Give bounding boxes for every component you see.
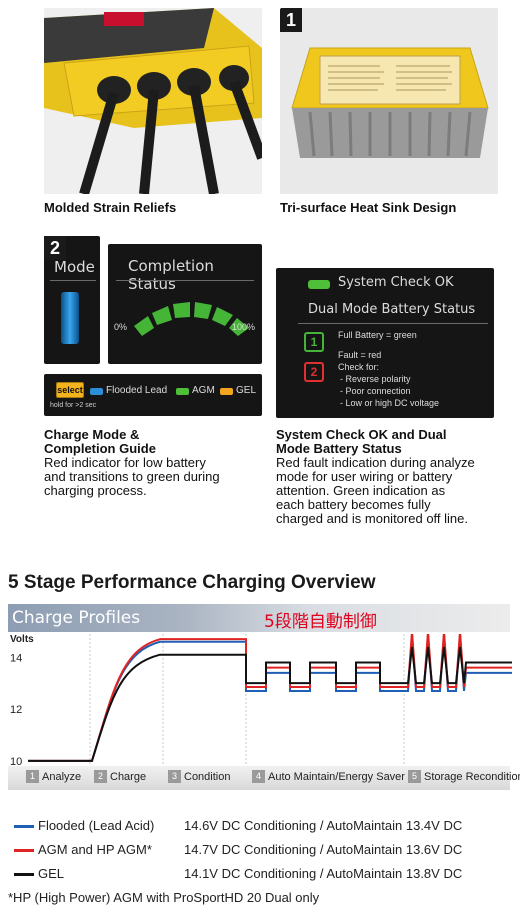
agm-swatch-icon: [176, 388, 189, 395]
charge-mode-title: Charge Mode & Completion Guide: [44, 428, 156, 456]
heat-sink-photo: 1: [280, 8, 498, 194]
flooded-legend-label: Flooded Lead: [106, 385, 168, 396]
stage-label: Condition: [184, 771, 231, 783]
legend-name: Flooded (Lead Acid): [38, 818, 155, 833]
charge-profiles-title: Charge Profiles: [12, 608, 141, 628]
hold-label: hold for >2 sec: [50, 402, 97, 409]
completion-title: Completion Status: [128, 257, 214, 293]
stage-number: 2: [94, 770, 107, 783]
gel-swatch-icon: [220, 388, 233, 395]
dual-mode-title: Dual Mode Battery Status: [308, 302, 476, 317]
feature-badge-1: 1: [280, 8, 302, 32]
system-check-desc-body: Red fault indication during analyze mode…: [276, 456, 475, 526]
mode-title: Mode: [54, 258, 95, 276]
stage-number: 1: [26, 770, 39, 783]
y-tick-label: 12: [10, 704, 22, 716]
legend-name: AGM and HP AGM*: [38, 842, 152, 857]
system-check-body-line: Red fault indication during analyze: [276, 455, 475, 470]
charge-profile-chart: 14 12 10: [10, 634, 512, 766]
stage-auto-maintain: 4 Auto Maintain/Energy Saver: [252, 770, 418, 783]
legend-flooded: Flooded (Lead Acid): [14, 818, 154, 836]
stage-label: Storage Recondition: [424, 771, 520, 783]
stage-bar: 1 Analyze 2 Charge 3 Condition 4 Auto Mainta…: [8, 766, 520, 790]
flooded-swatch-icon: [90, 388, 103, 395]
charge-mode-body-line: and transitions to green during: [44, 469, 220, 484]
completion-high-label: 100%: [232, 322, 256, 332]
charge-profiles-header: Charge Profiles 5段階自動制御: [8, 604, 510, 632]
charge-mode-body: Red indicator for low battery and transi…: [44, 456, 220, 498]
completion-arc-icon: [134, 302, 249, 336]
feature-badge-2: 2: [44, 236, 66, 260]
status-panel: System Check OK Dual Mode Battery Status…: [276, 268, 494, 418]
legend-agm: AGM and HP AGM*: [14, 842, 152, 860]
heat-sink-caption: Tri-surface Heat Sink Design: [280, 200, 457, 215]
check-item: - Low or high DC voltage: [340, 398, 440, 408]
check-item: - Poor connection: [340, 386, 411, 396]
select-button[interactable]: select: [56, 382, 84, 398]
stage-number: 5: [408, 770, 421, 783]
charger-cables-illustration: [44, 8, 262, 194]
mode-panel: 2 Mode: [44, 236, 100, 364]
charge-mode-title-line: Charge Mode &: [44, 427, 140, 442]
legend-spec-gel: 14.1V DC Conditioning / AutoMaintain 13.…: [184, 866, 463, 881]
system-check-body-line: each battery becomes fully: [276, 497, 431, 512]
stage-label: Auto Maintain/Energy Saver: [268, 771, 405, 783]
strain-reliefs-photo: [44, 8, 262, 194]
mode-indicator-light: [61, 292, 79, 344]
legend-spec-flooded: 14.6V DC Conditioning / AutoMaintain 13.…: [184, 818, 463, 833]
charge-mode-body-line: charging process.: [44, 483, 147, 498]
strain-reliefs-caption: Molded Strain Reliefs: [44, 200, 177, 215]
system-check-body-line: mode for user wiring or battery: [276, 469, 453, 484]
battery-type-legend: select hold for >2 sec Flooded Lead AGM …: [44, 374, 262, 416]
footnote: *HP (High Power) AGM with ProSportHD 20 …: [8, 890, 320, 905]
completion-low-label: 0%: [114, 322, 128, 332]
system-check-title-line: Mode Battery Status: [276, 441, 402, 456]
check-item: - Reverse polarity: [340, 374, 411, 384]
legend-spec-agm: 14.7V DC Conditioning / AutoMaintain 13.…: [184, 842, 463, 857]
stage-condition: 3 Condition: [168, 770, 230, 783]
system-check-desc-title: System Check OK and Dual Mode Battery St…: [276, 428, 447, 456]
check-for-label: Check for:: [338, 362, 380, 372]
legend-swatch-icon: [14, 873, 34, 877]
stage-number: 3: [168, 770, 181, 783]
completion-panel: Completion Status 0% 100%: [108, 244, 262, 364]
y-axis-label: Volts: [10, 634, 34, 645]
legend-name: GEL: [38, 866, 65, 881]
completion-divider: [116, 280, 254, 281]
stage-label: Analyze: [42, 771, 82, 783]
system-check-body-line: attention. Green indication as: [276, 483, 446, 498]
y-ticks: 14 12 10: [10, 652, 22, 766]
system-check-light-icon: [308, 280, 330, 289]
series-line-gel: [28, 646, 512, 762]
y-tick-label: 10: [10, 756, 22, 766]
stage-storage-recondition: 5 Storage Recondition: [408, 770, 520, 783]
system-check-title-line: System Check OK and Dual: [276, 427, 447, 442]
series-lines: [28, 634, 512, 762]
charge-mode-title-line: Completion Guide: [44, 441, 156, 456]
stage-charge: 2 Charge: [94, 770, 146, 783]
series-line-agm: [28, 634, 512, 762]
stage-label: Charge: [110, 771, 147, 783]
y-tick-label: 14: [10, 652, 22, 664]
legend-swatch-icon: [14, 849, 34, 853]
legend-gel: GEL: [14, 866, 64, 884]
charge-mode-body-line: Red indicator for low battery: [44, 455, 206, 470]
system-check-body-line: charged and is monitored off line.: [276, 511, 468, 526]
stage-analyze: 1 Analyze: [26, 770, 81, 783]
full-battery-label: Full Battery = green: [338, 330, 417, 340]
system-check-label: System Check OK: [338, 275, 454, 290]
battery-2-red-icon: 2: [304, 362, 324, 382]
status-divider: [298, 323, 488, 324]
mode-divider: [50, 280, 96, 281]
agm-legend-label: AGM: [192, 385, 215, 396]
fault-label: Fault = red: [338, 350, 382, 360]
gel-legend-label: GEL: [236, 385, 257, 396]
heat-sink-illustration: [280, 8, 498, 194]
legend-swatch-icon: [14, 825, 34, 829]
stage-number: 4: [252, 770, 265, 783]
charge-profiles-jp-label: 5段階自動制御: [264, 612, 377, 632]
battery-1-green-icon: 1: [304, 332, 324, 352]
series-line-flooded: [28, 634, 512, 762]
section-title: 5 Stage Performance Charging Overview: [8, 572, 376, 593]
